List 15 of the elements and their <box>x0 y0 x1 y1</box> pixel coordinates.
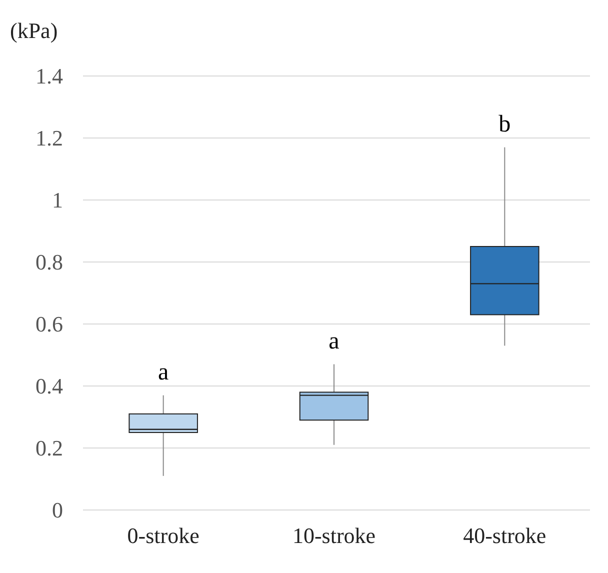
y-tick-label: 0.4 <box>36 374 63 399</box>
annotation: a <box>328 328 340 354</box>
y-tick-label: 0.6 <box>36 312 63 337</box>
y-tick-label: 1 <box>52 188 63 213</box>
y-tick-label: 0 <box>52 498 63 523</box>
annotation: a <box>158 359 170 386</box>
x-tick-label: 40-stroke <box>463 523 546 548</box>
annotation: b <box>498 111 511 138</box>
y-axis-title: (kPa) <box>10 18 58 43</box>
y-tick-label: 1.4 <box>36 64 63 89</box>
y-tick-label: 0.8 <box>36 250 63 275</box>
x-tick-label: 0-stroke <box>127 523 200 548</box>
y-tick-label: 1.2 <box>36 126 63 151</box>
y-tick-label: 0.2 <box>36 436 63 461</box>
x-tick-label: 10-stroke <box>292 523 376 548</box>
